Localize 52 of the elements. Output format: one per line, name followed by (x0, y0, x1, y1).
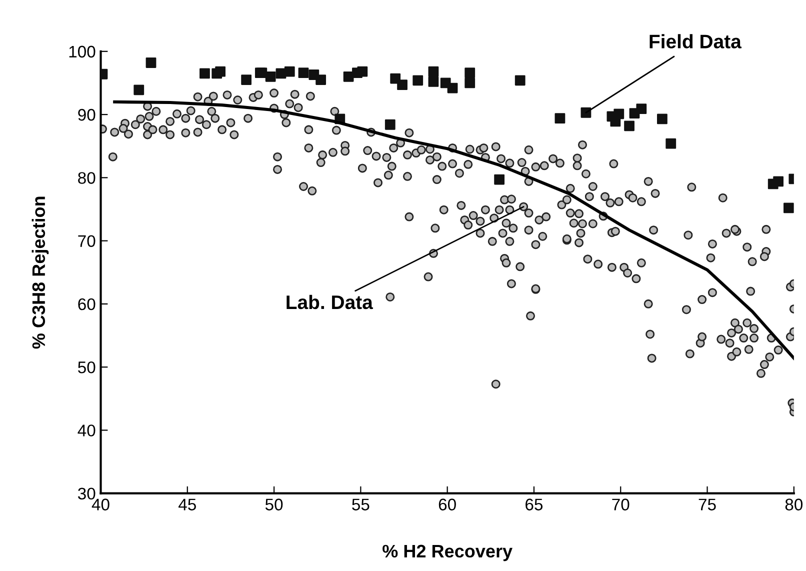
point (384, 119, 396, 130)
point (343, 71, 354, 82)
point (666, 138, 676, 149)
x-tick-label: 60 (438, 498, 456, 510)
y-axis-title: % C3H8 Rejection (32, 196, 49, 349)
point (134, 84, 144, 96)
point (580, 107, 592, 118)
point (146, 58, 156, 68)
point (464, 78, 476, 88)
x-tick-label: 70 (612, 498, 630, 510)
point (357, 66, 368, 77)
point (447, 82, 458, 94)
point (428, 66, 439, 77)
x-tick-label: 80 (785, 498, 803, 510)
y-tick-label: 90 (78, 108, 96, 121)
x-tick-label: 75 (698, 498, 716, 510)
x-tick-label: 40 (92, 498, 110, 510)
point (397, 80, 408, 90)
x-axis-title: % H2 Recovery (382, 544, 512, 562)
point (494, 174, 505, 185)
point (428, 76, 439, 87)
y-tick-label: 70 (78, 235, 96, 247)
point (298, 68, 309, 78)
y-tick-label: 50 (78, 361, 96, 374)
x-tick-label: 55 (352, 498, 370, 510)
line-series (113, 100, 794, 360)
point (554, 113, 566, 124)
y-tick-label: 30 (78, 488, 96, 500)
y-tick-label: 100 (69, 46, 96, 58)
x-tick-label: 50 (265, 498, 283, 510)
point (241, 74, 252, 85)
annotation: Field Data (650, 34, 742, 48)
point (773, 176, 784, 187)
point (636, 104, 647, 114)
y-tick-label: 60 (78, 298, 96, 310)
annotation: Lab. Data (286, 294, 374, 310)
y-tick-label: 40 (78, 424, 96, 436)
x-tick-label: 45 (178, 498, 196, 510)
point (284, 66, 295, 77)
point (784, 202, 794, 214)
point (412, 75, 424, 86)
point (657, 114, 668, 124)
point (265, 71, 276, 82)
point (316, 74, 326, 85)
point (614, 108, 624, 120)
point (200, 68, 210, 79)
point (215, 66, 226, 77)
point (464, 68, 476, 78)
point (514, 75, 526, 86)
point (624, 120, 634, 132)
y-tick-label: 80 (78, 172, 96, 184)
x-tick-label: 65 (526, 498, 543, 510)
